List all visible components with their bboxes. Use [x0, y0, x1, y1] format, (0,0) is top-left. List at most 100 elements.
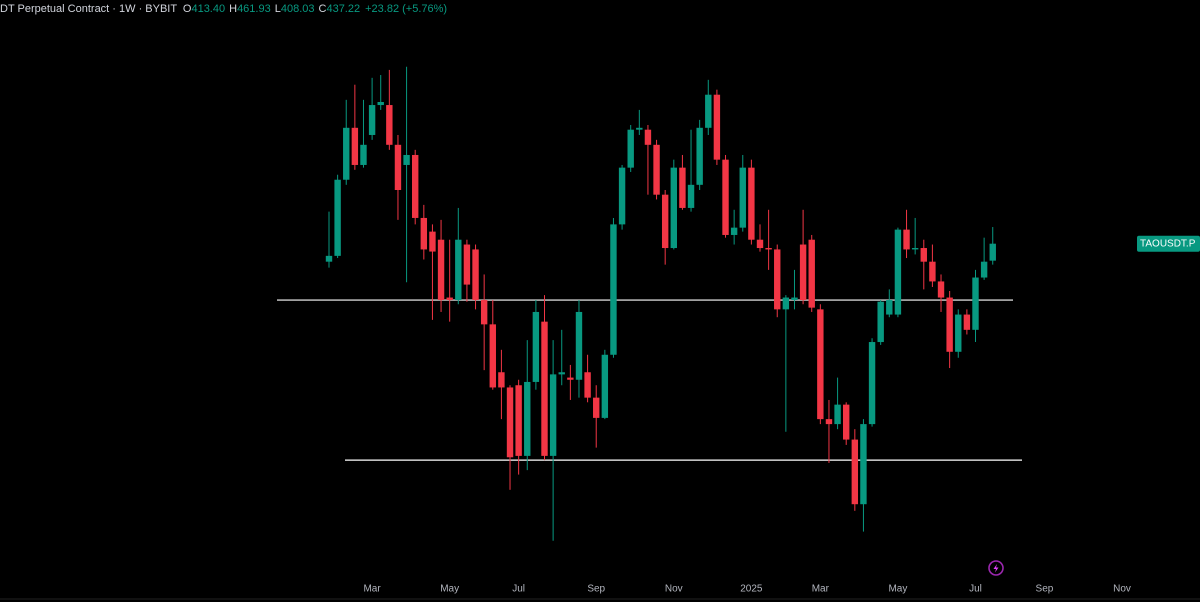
x-tick-label: Sep: [587, 584, 605, 595]
candle-body: [808, 239, 815, 308]
candle-body: [601, 354, 609, 418]
candle-body: [455, 239, 462, 301]
x-tick-label: 2025: [740, 584, 763, 595]
candle-body: [920, 248, 927, 262]
candle-body: [661, 194, 669, 249]
candle-body: [713, 94, 721, 160]
ohlc-value: 413.40: [191, 3, 225, 15]
x-tick-label: Jul: [969, 584, 982, 595]
candle-body: [817, 309, 824, 420]
candle-body: [463, 244, 471, 285]
candle-body: [593, 397, 600, 418]
x-tick-label: Nov: [665, 584, 683, 595]
candle-body: [360, 144, 367, 165]
candle-body: [429, 231, 436, 252]
candle-body: [403, 154, 410, 165]
candle-body: [868, 342, 876, 425]
candle-body: [705, 94, 712, 128]
candle-body: [377, 101, 384, 106]
candle-body: [972, 277, 979, 330]
x-tick-label: Nov: [1113, 584, 1131, 595]
candle-body: [730, 227, 738, 235]
candle-body: [670, 167, 677, 249]
candle-body: [774, 249, 781, 310]
header-title: DT Perpetual Contract · 1W · BYBIT: [0, 3, 177, 15]
ohlc-value: 408.03: [281, 3, 315, 15]
ohlc-letter: O: [183, 3, 192, 15]
candle-body: [886, 300, 893, 315]
candle-body: [679, 167, 686, 208]
candle-body: [334, 179, 341, 256]
candle-body: [584, 372, 591, 398]
candle-body: [860, 424, 867, 505]
candle-body: [894, 229, 902, 315]
candle-body: [368, 105, 376, 135]
candle-body: [498, 372, 505, 388]
x-tick-label: May: [888, 584, 907, 595]
candle-body: [696, 127, 703, 185]
candle-body: [756, 239, 764, 249]
candle-body: [489, 324, 496, 388]
price-tag-bg: [1137, 235, 1200, 252]
candle-body: [722, 159, 729, 235]
header: DT Perpetual Contract · 1W · BYBIT O413.4…: [0, 3, 447, 15]
candle-body: [946, 297, 953, 352]
candle-body: [343, 127, 350, 180]
candle-body: [549, 374, 557, 456]
candle-body: [610, 224, 617, 355]
candle-body: [782, 297, 790, 310]
candle-body: [799, 244, 807, 301]
candle-body: [351, 127, 359, 165]
x-tick-label: Mar: [812, 584, 830, 595]
x-tick-label: May: [440, 584, 459, 595]
candle-body: [955, 314, 962, 352]
candle-body: [437, 239, 445, 301]
x-tick-label: Mar: [363, 584, 381, 595]
candle-body: [472, 249, 479, 301]
candle-body: [748, 167, 755, 240]
candle-body: [980, 261, 988, 278]
candle-body: [506, 387, 514, 458]
candle-body: [937, 281, 945, 298]
candle-body: [480, 300, 488, 325]
candle-body: [325, 255, 333, 262]
candle-body: [532, 311, 540, 382]
price-tag: TAOUSDT.P: [1140, 238, 1196, 249]
candle-body: [412, 154, 419, 218]
candle-body: [515, 385, 522, 456]
candle-body: [791, 297, 798, 301]
x-tick-label: Sep: [1036, 584, 1054, 595]
candle-body: [575, 311, 583, 380]
candle-body: [567, 377, 574, 380]
ohlc-value: 437.22: [326, 3, 360, 15]
candle-body: [644, 129, 652, 145]
candle-body: [963, 314, 971, 330]
candle-body: [618, 167, 626, 225]
change: +23.82 (+5.76%): [365, 3, 447, 15]
candle-body: [687, 184, 695, 208]
candle-body: [989, 243, 996, 261]
candle-body: [903, 229, 910, 250]
candle-body: [558, 372, 565, 375]
ohlc-letter: H: [229, 3, 237, 15]
candle-body: [834, 404, 841, 425]
candle-body: [420, 217, 428, 250]
candle-body: [929, 261, 936, 282]
icon-ring: [988, 560, 1004, 576]
candle-body: [524, 381, 531, 456]
candle-body: [446, 297, 453, 301]
candle-body: [765, 248, 772, 250]
candle-body: [843, 404, 850, 440]
ohlc-letter: C: [319, 3, 327, 15]
icon-bolt: [993, 564, 999, 573]
replay-icon[interactable]: [988, 560, 1004, 576]
x-tick-label: Jul: [512, 584, 525, 595]
candle-body: [394, 144, 402, 191]
candle-body: [541, 321, 548, 456]
candle-body: [636, 127, 643, 130]
candle-body: [739, 167, 746, 228]
candle-body: [911, 248, 919, 250]
